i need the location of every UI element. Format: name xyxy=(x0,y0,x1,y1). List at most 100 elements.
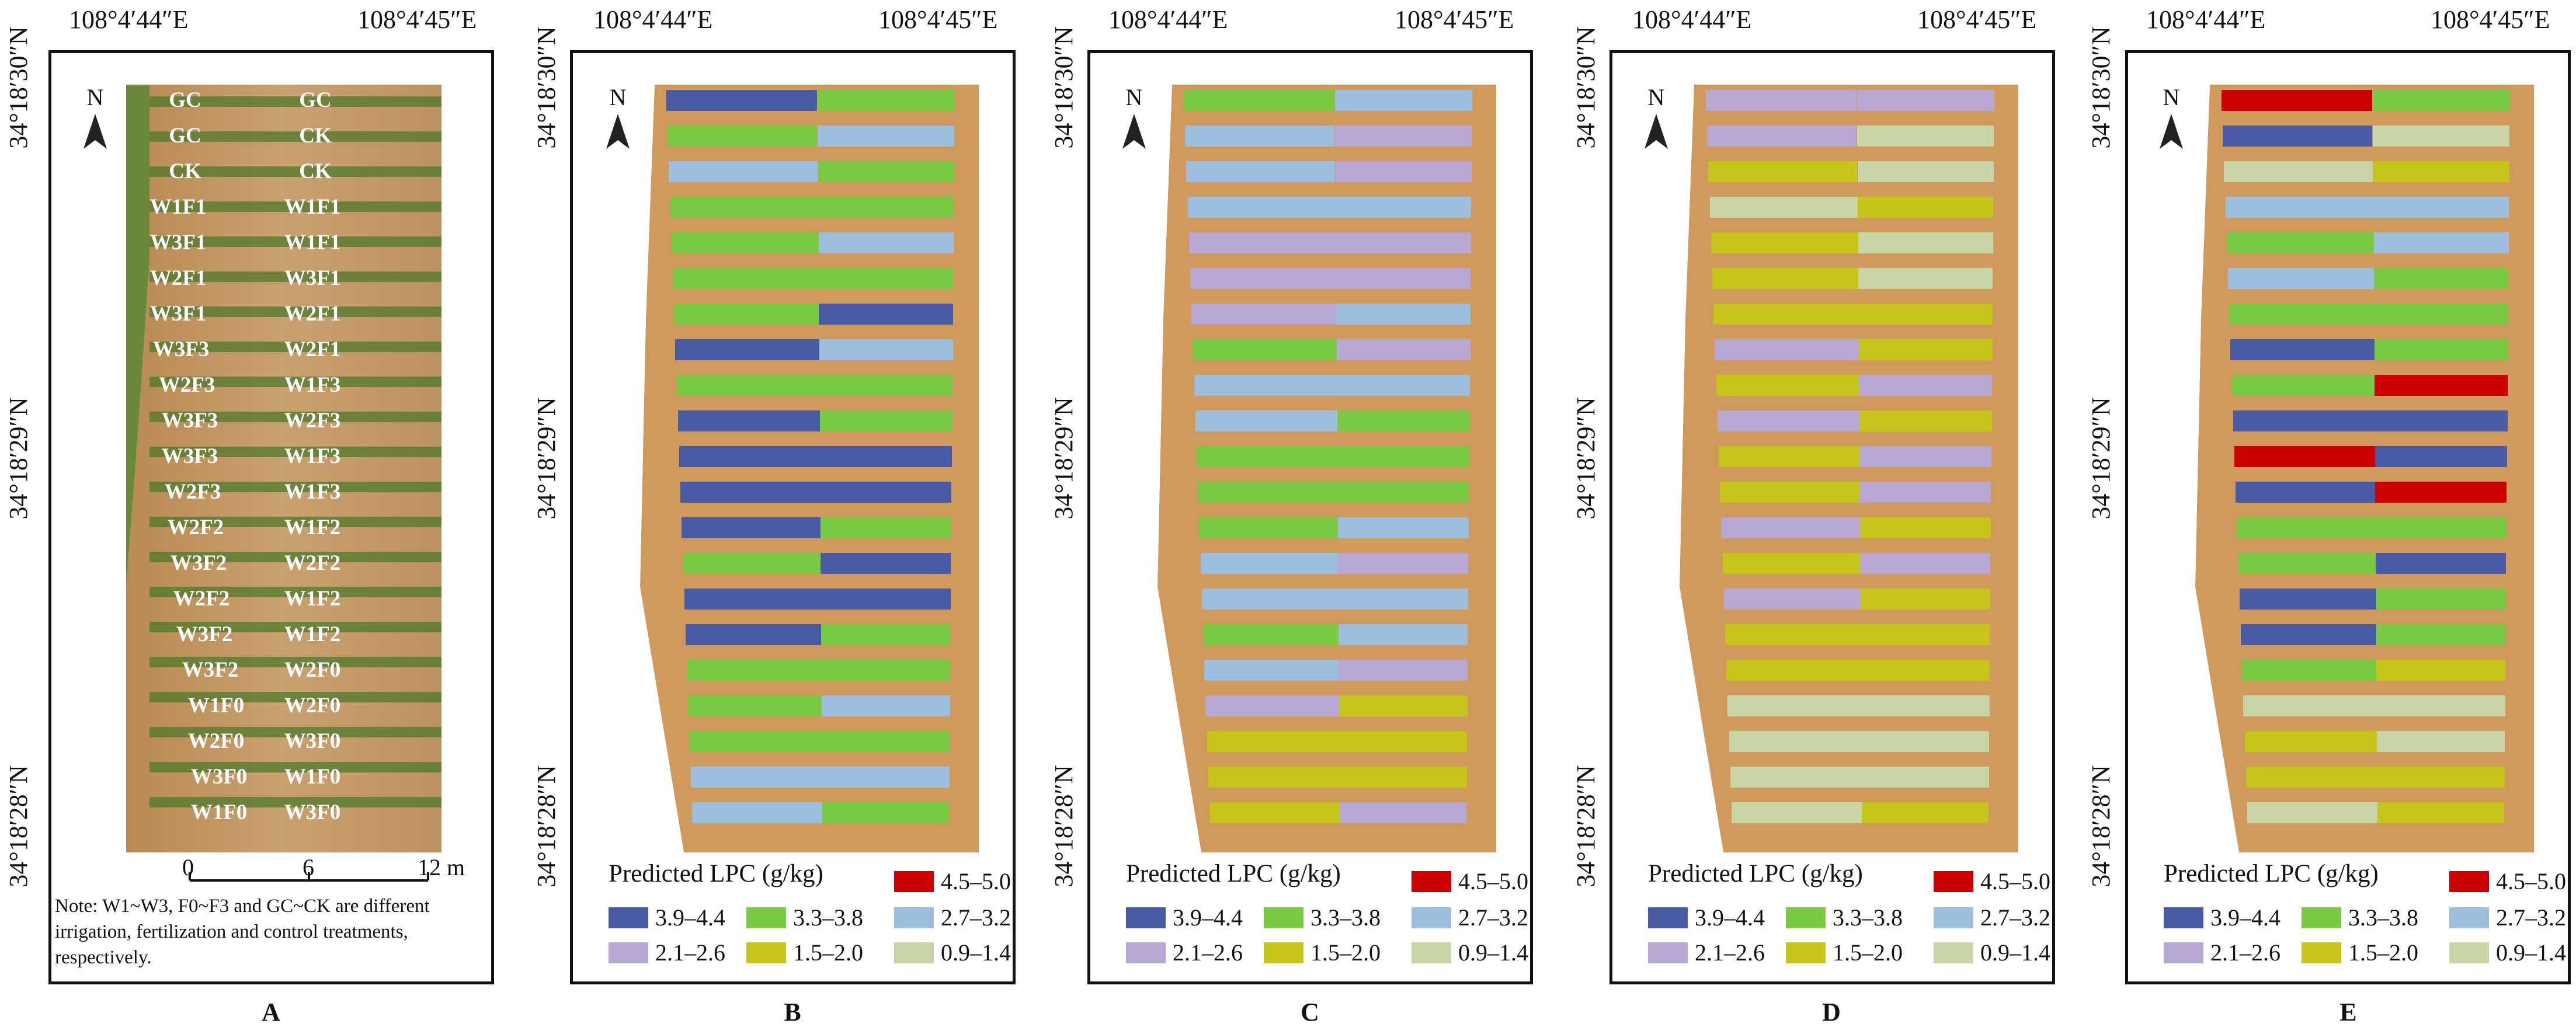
plot-bar-c-left-21 xyxy=(1209,802,1343,823)
legend-item-d-5: 2.1–2.6 xyxy=(1648,939,1765,964)
plot-label-right-19: W3F0 xyxy=(284,729,341,753)
plot-bar-b-left-7 xyxy=(674,304,819,325)
plot-bar-d-left-19 xyxy=(1729,731,1864,752)
legend-swatch xyxy=(1126,942,1166,963)
plot-bar-b-left-4 xyxy=(670,197,818,218)
plot-bar-c-right-3 xyxy=(1336,161,1472,182)
plot-bar-c-left-2 xyxy=(1185,126,1334,147)
legend-label: 2.7–3.2 xyxy=(941,904,1011,931)
plot-label-right-14: W2F2 xyxy=(284,551,341,575)
plot-label-left-12: W2F3 xyxy=(164,480,221,504)
vegetation-rows-a xyxy=(150,96,441,807)
plot-bar-b-right-12 xyxy=(820,482,951,503)
north-letter-c: N xyxy=(1126,84,1143,110)
legend-title-e: Predicted LPC (g/kg) xyxy=(2164,860,2379,887)
legend-swatch xyxy=(894,871,934,892)
legend-label: 2.1–2.6 xyxy=(1173,939,1243,966)
plot-label-right-10: W2F3 xyxy=(284,409,341,433)
plot-bar-b-right-2 xyxy=(818,126,954,147)
legend-label: 2.1–2.6 xyxy=(2210,939,2280,966)
plot-bar-d-right-12 xyxy=(1859,482,1991,503)
plot-bar-c-left-17 xyxy=(1204,660,1341,681)
legend-label: 2.1–2.6 xyxy=(1695,939,1765,966)
plot-bar-d-right-17 xyxy=(1861,660,1990,681)
plot-bar-b-right-16 xyxy=(821,624,950,645)
legend-item-c-4: 2.7–3.2 xyxy=(1412,904,1528,929)
plot-bar-e-left-18 xyxy=(2243,695,2379,716)
plot-bar-b-right-10 xyxy=(820,410,952,431)
plot-bar-d-right-21 xyxy=(1862,802,1989,823)
legend-swatch xyxy=(746,907,786,928)
plot-bar-d-left-12 xyxy=(1720,482,1861,503)
plot-bar-c-right-20 xyxy=(1340,767,1467,788)
legend-label: 2.7–3.2 xyxy=(1458,904,1528,931)
plot-label-left-7: W3F1 xyxy=(150,302,207,326)
scale-tick-6: 6 xyxy=(303,854,314,880)
plot-label-left-11: W3F3 xyxy=(161,444,218,468)
lat-label-top-d: 34°18′30″N xyxy=(1572,26,1600,149)
plot-bar-b-left-20 xyxy=(691,767,825,788)
plot-bar-c-right-19 xyxy=(1339,731,1467,752)
plot-label-right-5: W1F1 xyxy=(284,231,341,255)
plot-bar-d-right-10 xyxy=(1859,410,1992,431)
plot-label-right-3: CK xyxy=(299,159,332,183)
plot-bar-c-left-10 xyxy=(1195,410,1338,431)
lat-label-mid-b: 34°18′29″N xyxy=(532,397,561,520)
legend-item-b-3: 3.3–3.8 xyxy=(746,904,863,929)
legend-swatch xyxy=(1412,871,1451,892)
plot-bar-e-left-11 xyxy=(2234,446,2376,467)
lon-label-right-c: 108°4′45″E xyxy=(1395,5,1514,34)
plot-bar-d-left-7 xyxy=(1713,304,1859,325)
plot-bar-d-left-10 xyxy=(1718,410,1860,431)
legend-label: 0.9–1.4 xyxy=(1980,939,2050,966)
plot-bar-b-right-11 xyxy=(820,446,952,467)
plot-bar-b-right-4 xyxy=(818,197,954,218)
plot-bar-b-left-13 xyxy=(682,517,822,538)
legend-item-d-4: 2.7–3.2 xyxy=(1934,904,2050,929)
plot-label-right-15: W1F2 xyxy=(284,587,341,611)
lon-label-right-a: 108°4′45″E xyxy=(357,5,477,34)
plot-bar-d-right-9 xyxy=(1859,375,1992,396)
north-arrow-d: N xyxy=(1645,84,1668,149)
legend-item-d-2: 3.9–4.4 xyxy=(1648,904,1765,929)
north-letter-d: N xyxy=(1648,84,1665,110)
plot-bar-d-right-7 xyxy=(1858,304,1993,325)
lon-label-left-c: 108°4′44″E xyxy=(1108,5,1228,34)
lon-label-right-b: 108°4′45″E xyxy=(878,5,998,34)
plot-bar-c-left-13 xyxy=(1199,517,1339,538)
lon-label-left-d: 108°4′44″E xyxy=(1632,5,1752,34)
plot-bar-c-right-12 xyxy=(1337,482,1469,503)
plot-bar-e-right-2 xyxy=(2373,126,2509,147)
plot-bar-e-right-3 xyxy=(2373,161,2509,182)
plot-bar-d-left-14 xyxy=(1723,553,1862,574)
plot-bar-e-left-7 xyxy=(2229,304,2375,325)
plot-bar-c-right-21 xyxy=(1340,802,1466,823)
plot-bar-c-right-11 xyxy=(1337,446,1469,467)
plot-bar-b-left-5 xyxy=(672,232,819,253)
plot-bar-e-right-13 xyxy=(2376,517,2507,538)
legend-swatch xyxy=(1412,942,1451,963)
legend-label: 1.5–2.0 xyxy=(793,939,863,966)
plot-bar-d-left-4 xyxy=(1710,197,1858,218)
plot-label-left-10: W3F3 xyxy=(161,409,218,433)
lat-label-bottom-a: 34°18′28″N xyxy=(4,765,33,887)
plot-bar-d-left-17 xyxy=(1726,660,1863,681)
plot-label-left-4: W1F1 xyxy=(150,195,207,219)
plot-bar-b-right-14 xyxy=(821,553,951,574)
lon-label-right-e: 108°4′45″E xyxy=(2431,5,2550,34)
scale-bar xyxy=(189,872,429,882)
legend-item-b-7: 0.9–1.4 xyxy=(894,939,1011,964)
plot-bar-e-left-17 xyxy=(2242,660,2379,681)
plot-bar-e-right-17 xyxy=(2376,660,2505,681)
plot-bar-b-right-7 xyxy=(819,304,953,325)
panel-letter-b: B xyxy=(784,998,801,1026)
lon-label-left-b: 108°4′44″E xyxy=(593,5,713,34)
legend-label: 1.5–2.0 xyxy=(1310,939,1381,966)
plot-bar-e-left-19 xyxy=(2245,731,2380,752)
panel-letter-d: D xyxy=(1822,998,1841,1026)
legend-swatch xyxy=(2302,907,2341,928)
plot-label-right-4: W1F1 xyxy=(284,195,341,219)
legend-item-e-2: 3.9–4.4 xyxy=(2164,904,2280,929)
plot-bar-c-left-5 xyxy=(1189,232,1336,253)
legend-item-e-1: 4.5–5.0 xyxy=(2449,868,2566,893)
